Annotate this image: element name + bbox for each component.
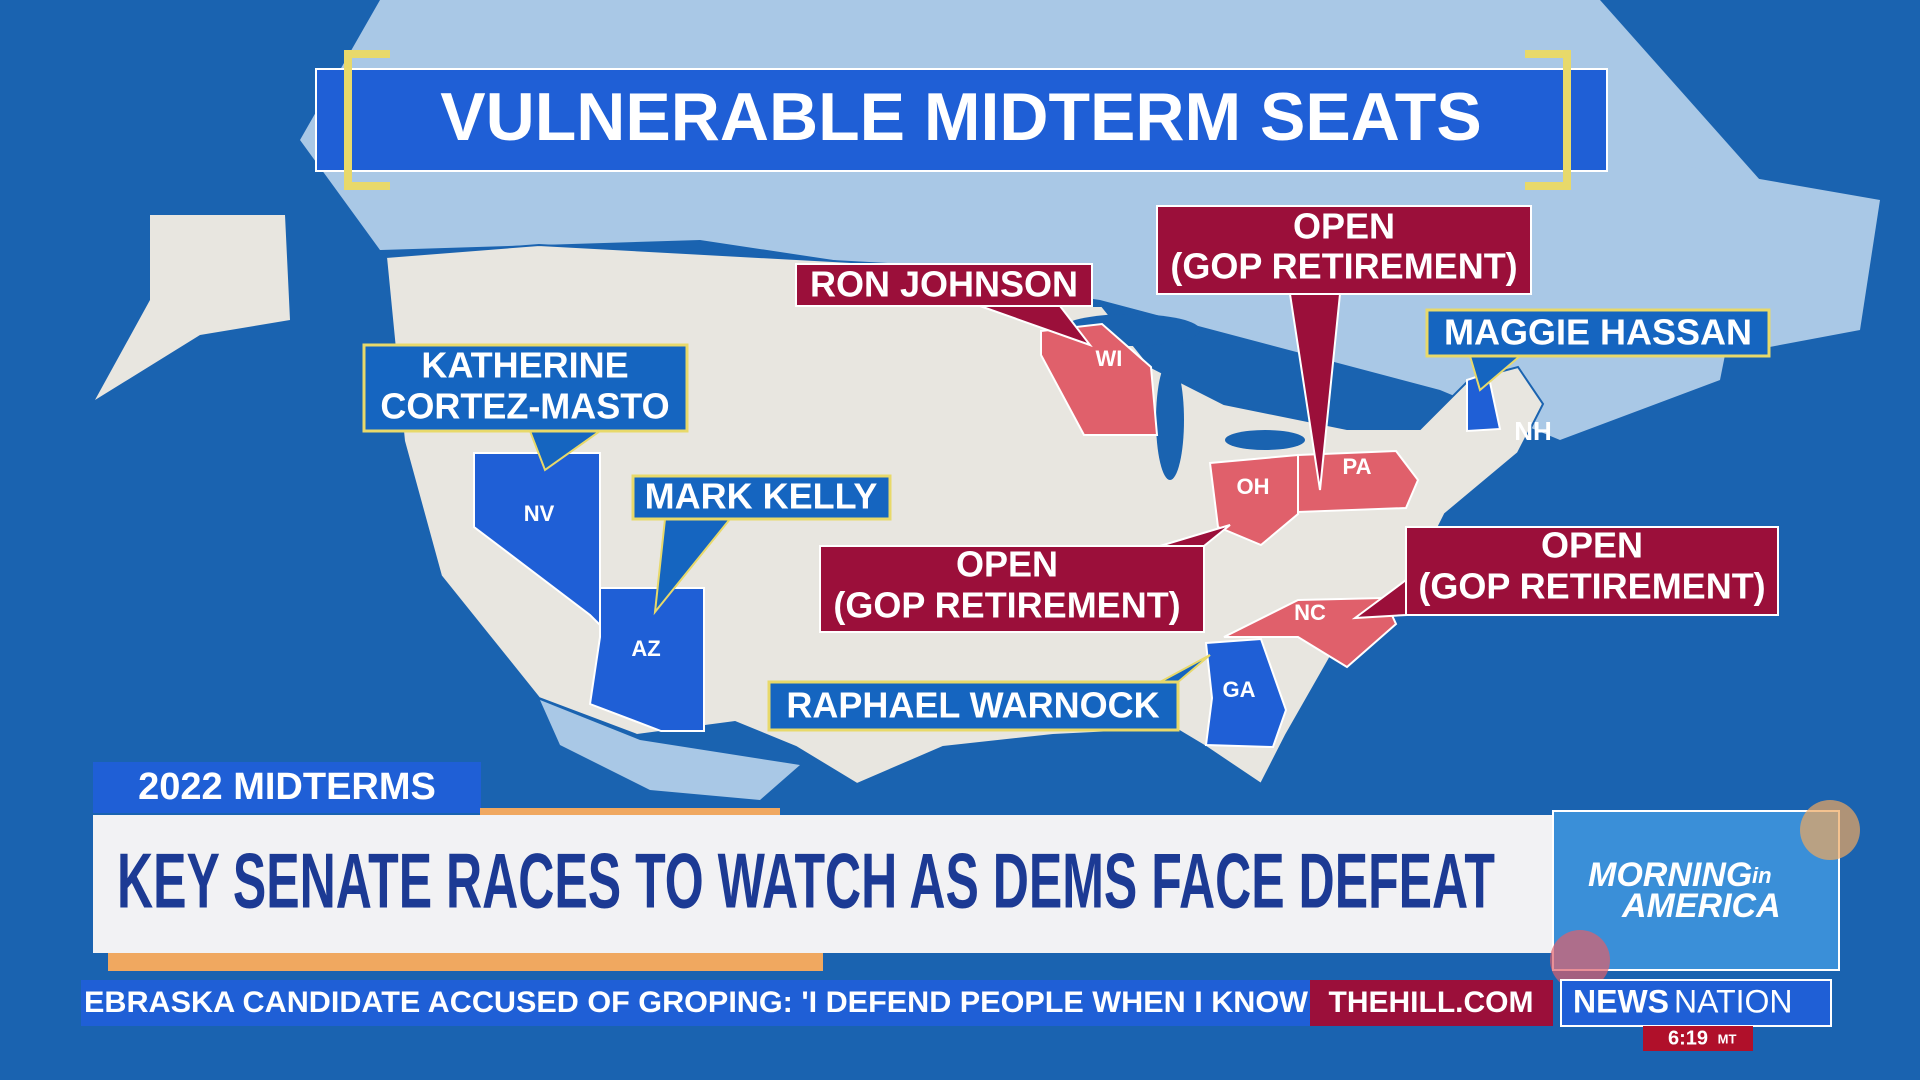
callout-text: OPEN <box>1293 206 1395 247</box>
callout-text: OPEN <box>956 544 1058 585</box>
headline-accent <box>108 953 823 971</box>
mexico <box>540 700 800 800</box>
callout-text: (GOP RETIREMENT) <box>1418 566 1765 607</box>
state-label: GA <box>1223 677 1256 702</box>
state-label: NC <box>1294 600 1326 625</box>
callout-box <box>767 680 1180 732</box>
callout-text: MAGGIE HASSAN <box>1444 312 1752 353</box>
state-label: NV <box>524 501 555 526</box>
callout-text: RON JOHNSON <box>810 264 1078 305</box>
chyron-tag-box <box>93 762 481 813</box>
callout-text: (GOP RETIREMENT) <box>1170 246 1517 287</box>
show-logo-small: in <box>1752 863 1772 888</box>
callout-box <box>819 545 1205 633</box>
logo-decor <box>1800 800 1860 860</box>
callout-text: OPEN <box>1541 525 1643 566</box>
chyron-accent <box>480 808 780 815</box>
chyron-tag: 2022 MIDTERMS <box>138 766 436 808</box>
ticker-text: EBRASKA CANDIDATE ACCUSED OF GROPING: 'I… <box>84 986 1309 1019</box>
lake-erie <box>1225 430 1305 450</box>
title-box <box>315 68 1608 172</box>
state-label: PA <box>1343 454 1372 479</box>
network-box <box>1560 979 1832 1027</box>
show-logo-line: AMERICA <box>1621 887 1781 925</box>
logo-decor <box>1550 930 1610 990</box>
clock-box <box>1643 1026 1753 1051</box>
state-wi <box>1040 322 1159 436</box>
title-bracket <box>1525 50 1571 190</box>
title: VULNERABLE MIDTERM SEATS <box>440 79 1481 155</box>
headline-bar <box>93 815 1553 953</box>
callout-text: (GOP RETIREMENT) <box>833 585 1180 626</box>
state-az <box>588 587 705 732</box>
callout-box <box>795 263 1093 307</box>
ticker-bar <box>81 980 1310 1026</box>
state-label: WI <box>1096 346 1123 371</box>
callout-box <box>1425 308 1771 358</box>
show-logo-line: MORNING <box>1588 856 1752 894</box>
state-label: AZ <box>631 636 660 661</box>
headline: KEY SENATE RACES TO WATCH AS DEMS FACE D… <box>117 837 1495 925</box>
ticker-source: THEHILL.COM <box>1329 986 1534 1019</box>
state-nv <box>473 452 601 628</box>
callout-text: MARK KELLY <box>645 476 878 517</box>
ticker-source-box <box>1310 980 1553 1026</box>
state-label: NH <box>1514 416 1552 446</box>
callout-box <box>362 343 689 433</box>
callout-box <box>1156 205 1532 295</box>
callout-text: RAPHAEL WARNOCK <box>786 685 1159 726</box>
alaska <box>95 215 290 400</box>
title-bracket <box>344 50 390 190</box>
state-label: OH <box>1237 474 1270 499</box>
callout-box <box>631 474 892 521</box>
network-bold: NEWS <box>1573 983 1669 1019</box>
clock-time: 6:19 <box>1668 1027 1708 1049</box>
callout-text: CORTEZ-MASTO <box>380 386 669 427</box>
state-pa <box>1297 449 1420 514</box>
callout-text: KATHERINE <box>421 345 628 386</box>
state-ga <box>1204 637 1288 749</box>
state-nc <box>1223 596 1398 669</box>
network-light: NATION <box>1674 983 1793 1019</box>
clock-zone: MT <box>1718 1031 1737 1046</box>
lake-michigan <box>1156 360 1184 480</box>
callout-box <box>1405 526 1779 616</box>
state-oh <box>1208 453 1299 547</box>
